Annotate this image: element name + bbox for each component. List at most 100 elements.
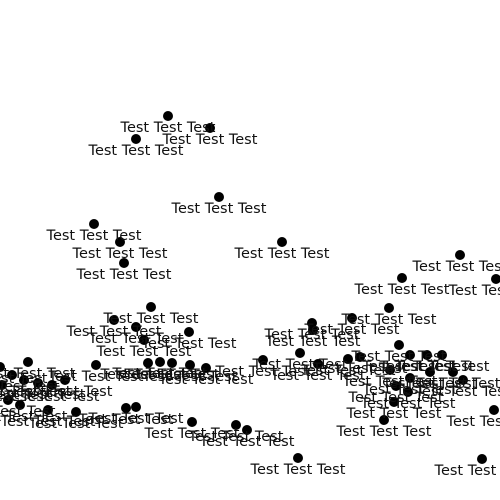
point-marker-38: [19, 375, 29, 385]
point-label-2: Test Test Test: [88, 143, 184, 159]
point-marker-46: [458, 375, 468, 385]
point-label-48: Test Test Test: [360, 396, 456, 412]
point-label-43: Test Test Test: [362, 382, 458, 398]
point-label-11: Test Test Test: [341, 312, 437, 328]
point-label-5: Test Test Test: [72, 246, 168, 262]
point-marker-34: [422, 350, 432, 360]
point-label-15: Test Test Test: [141, 336, 237, 352]
point-label-27: Test Test Test: [142, 369, 238, 385]
point-marker-41: [60, 375, 70, 385]
point-label-57: Test Test Test: [336, 424, 432, 440]
point-marker-37: [7, 370, 17, 380]
point-label-61: Test Test Test: [446, 414, 500, 430]
point-label-18: Test Test Test: [304, 322, 400, 338]
point-label-20: Test Test Test: [215, 364, 311, 380]
point-label-54: Test Test Test: [78, 412, 174, 428]
point-marker-11: [384, 303, 394, 313]
point-label-12: Test Test Test: [103, 311, 199, 327]
point-marker-39: [33, 378, 43, 388]
point-marker-27: [185, 360, 195, 370]
point-label-32: Test Test Test: [351, 349, 447, 365]
point-label-10: Test Test Test: [448, 283, 500, 299]
point-marker-10: [491, 274, 500, 284]
point-label-56: Test Test Test: [346, 406, 442, 422]
point-label-4: Test Test Test: [46, 228, 142, 244]
point-label-30: Test Test Test: [300, 363, 396, 379]
point-marker-36: [0, 362, 5, 372]
point-label-23: Test Test Test: [48, 369, 144, 385]
point-marker-23: [91, 360, 101, 370]
point-label-28: Test Test Test: [158, 372, 254, 388]
point-label-1: Test Test Test: [162, 132, 258, 148]
point-marker-55: [131, 402, 141, 412]
point-marker-45: [448, 367, 458, 377]
point-label-41: Test Test Test: [17, 384, 113, 400]
point-label-35: Test Test Test: [394, 359, 490, 375]
point-label-3: Test Test Test: [171, 201, 267, 217]
point-label-52: Test Test Test: [0, 414, 96, 430]
point-marker-33: [405, 350, 415, 360]
point-marker-60: [242, 425, 252, 435]
point-marker-63: [477, 454, 487, 464]
point-marker-8: [455, 250, 465, 260]
point-label-51: Test Test Test: [0, 409, 68, 425]
point-label-7: Test Test Test: [76, 267, 172, 283]
point-marker-42: [385, 365, 395, 375]
point-marker-6: [277, 237, 287, 247]
point-marker-3: [214, 192, 224, 202]
point-marker-62: [293, 453, 303, 463]
point-marker-22: [23, 357, 33, 367]
point-marker-20: [258, 355, 268, 365]
point-marker-28: [201, 363, 211, 373]
point-marker-4: [89, 219, 99, 229]
point-marker-12: [146, 302, 156, 312]
point-label-9: Test Test Test: [354, 282, 450, 298]
point-label-14: Test Test Test: [88, 331, 184, 347]
point-label-29: Test Test Test: [270, 368, 366, 384]
point-label-21: Test Test Test: [252, 357, 348, 373]
point-marker-26: [167, 358, 177, 368]
point-label-37: Test Test Test: [0, 379, 60, 395]
point-marker-19: [308, 325, 318, 335]
point-marker-50: [3, 395, 13, 405]
point-layer: [0, 111, 500, 464]
point-label-46: Test Test Test: [415, 384, 500, 400]
point-label-39: Test Test Test: [0, 387, 86, 403]
point-marker-49: [0, 380, 7, 390]
point-label-58: Test Test Test: [144, 426, 240, 442]
point-marker-53: [71, 407, 81, 417]
point-label-33: Test Test Test: [362, 359, 458, 375]
point-marker-18: [347, 313, 357, 323]
point-marker-0: [163, 111, 173, 121]
point-label-17: Test Test Test: [264, 327, 360, 343]
point-marker-21: [295, 348, 305, 358]
point-label-0: Test Test Test: [120, 120, 216, 136]
point-label-55: Test Test Test: [88, 411, 184, 427]
point-label-59: Test Test Test: [188, 429, 284, 445]
point-marker-14: [131, 322, 141, 332]
point-marker-7: [119, 258, 129, 268]
point-marker-47: [391, 381, 401, 391]
point-marker-13: [109, 315, 119, 325]
point-marker-2: [131, 134, 141, 144]
point-label-13: Test Test Test: [66, 324, 162, 340]
point-marker-1: [205, 123, 215, 133]
point-label-31: Test Test Test: [312, 361, 408, 377]
point-label-38: Test Test Test: [0, 384, 72, 400]
point-marker-59: [231, 420, 241, 430]
point-label-53: Test Test Test: [28, 416, 124, 432]
point-marker-30: [343, 354, 353, 364]
point-marker-61: [489, 405, 499, 415]
point-marker-35: [437, 350, 447, 360]
point-label-24: Test Test Test: [100, 367, 196, 383]
point-marker-40: [47, 380, 57, 390]
point-marker-29: [313, 359, 323, 369]
point-label-47: Test Test Test: [348, 390, 444, 406]
point-marker-51: [15, 400, 25, 410]
point-label-63: Test Test Test: [434, 463, 500, 479]
point-marker-31: [355, 352, 365, 362]
point-label-25: Test Test Test: [112, 366, 208, 382]
point-label-45: Test Test Test: [405, 376, 500, 392]
